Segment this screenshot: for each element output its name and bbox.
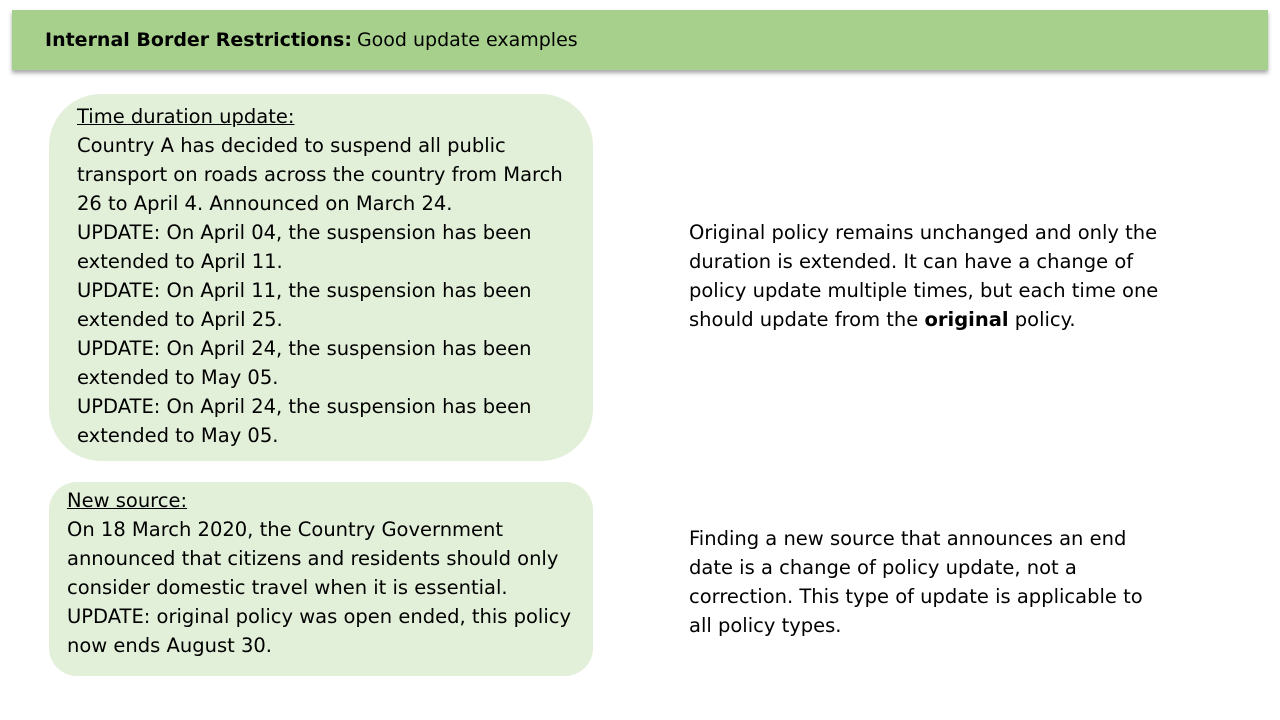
time-duration-update-4: UPDATE: On April 24, the suspension has … xyxy=(77,395,532,447)
slide-title-rest: Good update examples xyxy=(356,29,578,51)
duration-note-text-after: policy. xyxy=(1008,308,1076,331)
new-source-update: UPDATE: original policy was open ended, … xyxy=(67,605,572,657)
slide-title-bold: Internal Border Restrictions: xyxy=(45,29,352,51)
time-duration-update-box: Time duration update: Country A has deci… xyxy=(49,94,593,461)
slide-title-bar: Internal Border Restrictions: Good updat… xyxy=(12,10,1268,70)
time-duration-update-3: UPDATE: On April 24, the suspension has … xyxy=(77,337,532,389)
time-duration-update-2: UPDATE: On April 11, the suspension has … xyxy=(77,279,532,331)
time-duration-paragraph: Country A has decided to suspend all pub… xyxy=(77,134,563,215)
time-duration-update-1: UPDATE: On April 04, the suspension has … xyxy=(77,221,532,273)
duration-note-text-before: Original policy remains unchanged and on… xyxy=(689,221,1159,331)
duration-note-bold-word: original xyxy=(924,308,1009,331)
source-note-text: Finding a new source that announces an e… xyxy=(689,527,1143,637)
new-source-box: New source: On 18 March 2020, the Countr… xyxy=(49,482,593,676)
time-duration-heading: Time duration update: xyxy=(77,105,295,128)
new-source-paragraph: On 18 March 2020, the Country Government… xyxy=(67,518,559,599)
new-source-heading: New source: xyxy=(67,489,188,512)
duration-explanation-note: Original policy remains unchanged and on… xyxy=(689,218,1159,334)
new-source-explanation-note: Finding a new source that announces an e… xyxy=(689,524,1159,640)
